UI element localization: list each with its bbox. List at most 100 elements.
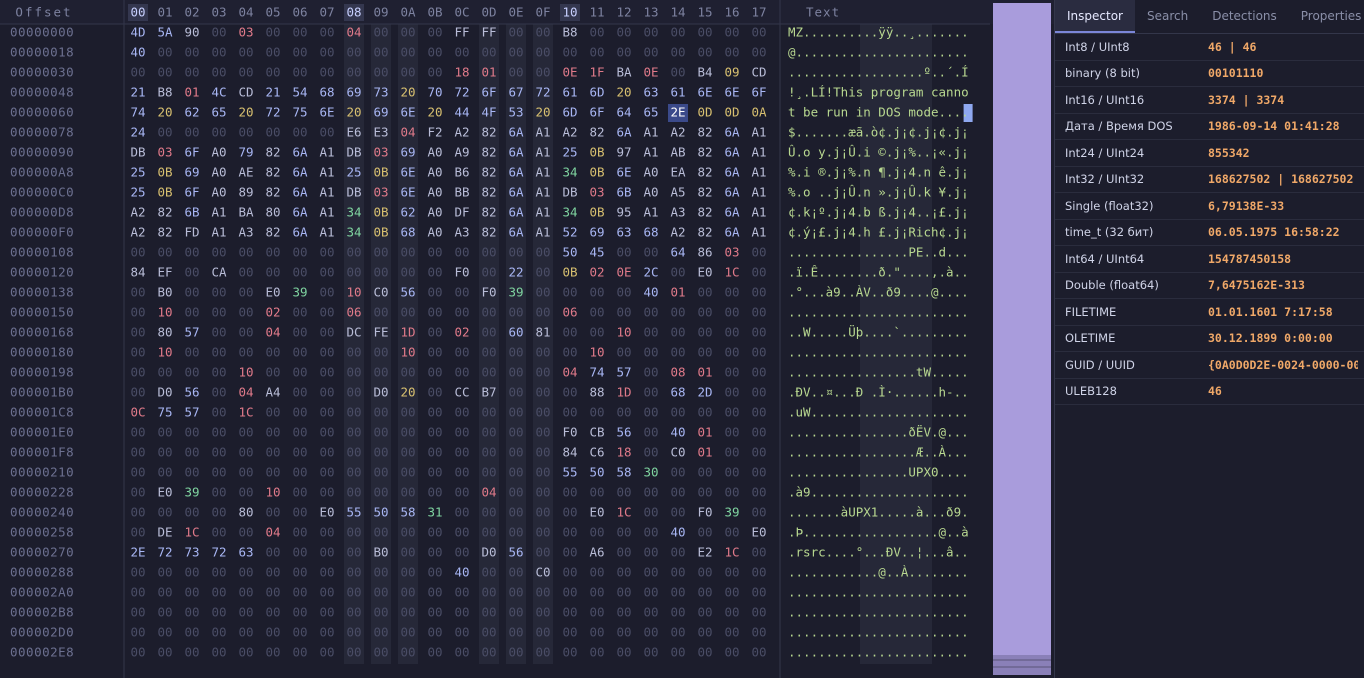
byte: 00 (211, 365, 226, 380)
byte: CC (454, 385, 469, 400)
byte: 00 (265, 245, 280, 260)
byte: E3 (373, 125, 388, 140)
byte: 10 (589, 345, 604, 360)
byte: 00 (211, 565, 226, 580)
byte: 00 (265, 125, 280, 140)
byte: 20 (346, 105, 361, 120)
byte: 00 (508, 605, 523, 620)
byte: 00 (751, 485, 766, 500)
byte: 00 (616, 405, 631, 420)
byte: 00 (589, 585, 604, 600)
byte: 00 (616, 565, 631, 580)
byte: 00 (562, 485, 577, 500)
byte: 1D (400, 325, 415, 340)
byte: 00 (238, 285, 253, 300)
byte: 00 (535, 405, 550, 420)
byte: 03 (373, 185, 388, 200)
byte: 00 (292, 65, 307, 80)
byte: 00 (751, 245, 766, 260)
byte: 00 (508, 505, 523, 520)
byte: 6E (724, 85, 739, 100)
byte: 6A (508, 145, 524, 160)
byte: 56 (400, 285, 415, 300)
tab[interactable]: Properties (1300, 9, 1362, 23)
byte: A4 (265, 385, 280, 400)
byte: 00 (697, 25, 712, 40)
byte: 04 (481, 485, 496, 500)
minimap[interactable] (993, 3, 1051, 675)
field-value: 00101110 (1208, 66, 1264, 81)
byte: 00 (130, 385, 145, 400)
byte: 1C (184, 525, 199, 540)
byte: 6A (724, 165, 740, 180)
offset: 00000108 (10, 245, 74, 260)
field-value: 168627502 | 168627502 (1208, 172, 1354, 187)
byte: 00 (130, 605, 145, 620)
ascii: %.o ..j¡Û.n ».j¡Û.k ¥.j¡ (788, 185, 969, 200)
byte: A3 (670, 205, 685, 220)
byte: 95 (616, 205, 631, 220)
byte: 00 (427, 25, 442, 40)
offset: 00000120 (10, 265, 74, 280)
byte: 00 (346, 585, 361, 600)
byte: 00 (670, 485, 685, 500)
byte: 00 (562, 325, 577, 340)
byte: 00 (535, 365, 550, 380)
byte: A1 (751, 125, 766, 140)
byte: 00 (535, 605, 550, 620)
tab[interactable]: Search (1146, 9, 1189, 23)
byte: 00 (427, 545, 442, 560)
byte: 00 (427, 45, 442, 60)
field-label: Single (float32) (1065, 198, 1154, 213)
byte: 00 (346, 425, 361, 440)
byte: 00 (373, 365, 388, 380)
byte: CD (238, 85, 253, 100)
byte: 00 (535, 445, 550, 460)
byte: 86 (697, 245, 712, 260)
byte: A0 (427, 145, 442, 160)
byte: 00 (157, 505, 172, 520)
byte: A1 (319, 205, 334, 220)
byte: 00 (751, 265, 766, 280)
byte: 04 (346, 25, 361, 40)
byte: 20 (157, 105, 172, 120)
byte: 00 (319, 265, 334, 280)
byte: B0 (373, 545, 388, 560)
byte: 00 (211, 505, 226, 520)
byte: 00 (319, 425, 334, 440)
byte: 0B (373, 165, 388, 180)
byte: 54 (292, 85, 307, 100)
byte: 72 (265, 105, 280, 120)
byte: 00 (211, 285, 226, 300)
field-value: 01.01.1601 7:17:58 (1208, 304, 1333, 319)
byte: 2E (670, 105, 685, 120)
byte: 00 (589, 285, 604, 300)
byte: 00 (724, 605, 739, 620)
byte: 00 (292, 485, 307, 500)
byte: 00 (535, 65, 550, 80)
byte: 84 (562, 445, 577, 460)
byte: 6A (724, 205, 740, 220)
ascii: ................UPX0.... (788, 465, 969, 480)
byte: E0 (751, 525, 766, 540)
byte: 79 (238, 145, 253, 160)
byte: 00 (157, 45, 172, 60)
tab[interactable]: Inspector (1055, 0, 1135, 33)
byte: 63 (238, 545, 253, 560)
byte: AE (238, 165, 253, 180)
byte: A0 (211, 165, 226, 180)
byte: 00 (211, 485, 226, 500)
offset: 00000288 (10, 565, 74, 580)
offset: 00000048 (10, 85, 74, 100)
byte: FE (373, 325, 388, 340)
byte: 00 (697, 285, 712, 300)
byte: 06 (346, 305, 361, 320)
offset: 000001B0 (10, 385, 74, 400)
byte: 00 (643, 585, 658, 600)
tab[interactable]: Detections (1212, 9, 1277, 23)
byte: 00 (697, 465, 712, 480)
byte: 00 (292, 545, 307, 560)
offset: 00000090 (10, 145, 74, 160)
byte: 00 (400, 365, 415, 380)
byte: 00 (427, 585, 442, 600)
